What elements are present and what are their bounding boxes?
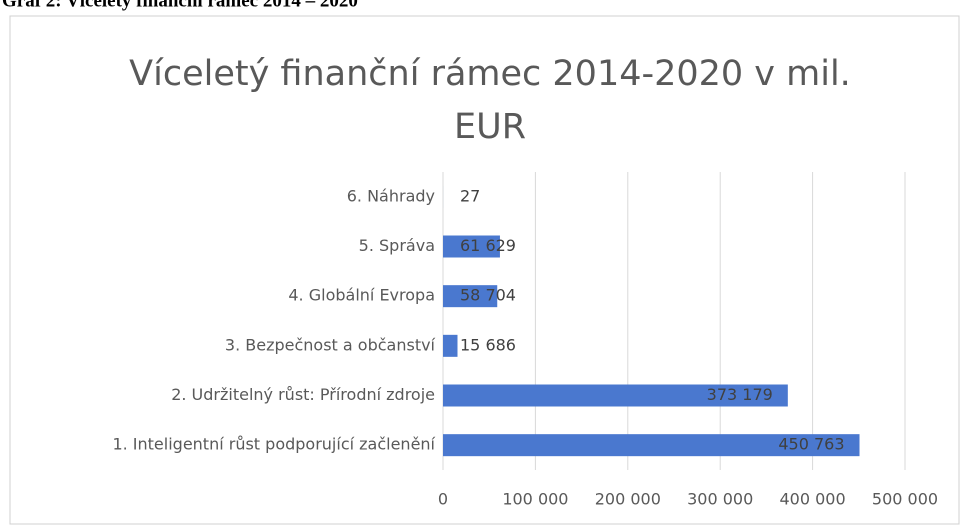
caption: Graf 2: Víceletý finanční rámec 2014 – 2… [2,0,358,11]
x-tick-label: 200 000 [595,490,661,509]
y-tick-label: 3. Bezpečnost a občanství [225,335,436,354]
x-tick-label: 400 000 [780,490,846,509]
x-tick-label: 300 000 [687,490,753,509]
x-tick-label: 100 000 [502,490,568,509]
bar [443,335,457,357]
value-label: 373 179 [707,385,773,404]
y-tick-label: 1. Inteligentní růst podporující začleně… [112,435,435,454]
y-tick-label: 2. Udržitelný růst: Přírodní zdroje [171,385,435,404]
value-label: 15 686 [460,335,516,354]
value-label: 27 [460,186,480,205]
x-tick-label: 500 000 [872,490,938,509]
value-label: 58 704 [460,286,516,305]
chart-title: Víceletý finanční rámec 2014-2020 v mil. [129,54,851,94]
y-tick-label: 6. Náhrady [347,186,435,205]
value-label: 61 629 [460,236,516,255]
y-tick-label: 4. Globální Evropa [288,286,435,305]
y-tick-label: 5. Správa [359,236,435,255]
chart-title-line: EUR [454,107,526,147]
x-tick-label: 0 [438,490,448,509]
value-label: 450 763 [778,435,844,454]
